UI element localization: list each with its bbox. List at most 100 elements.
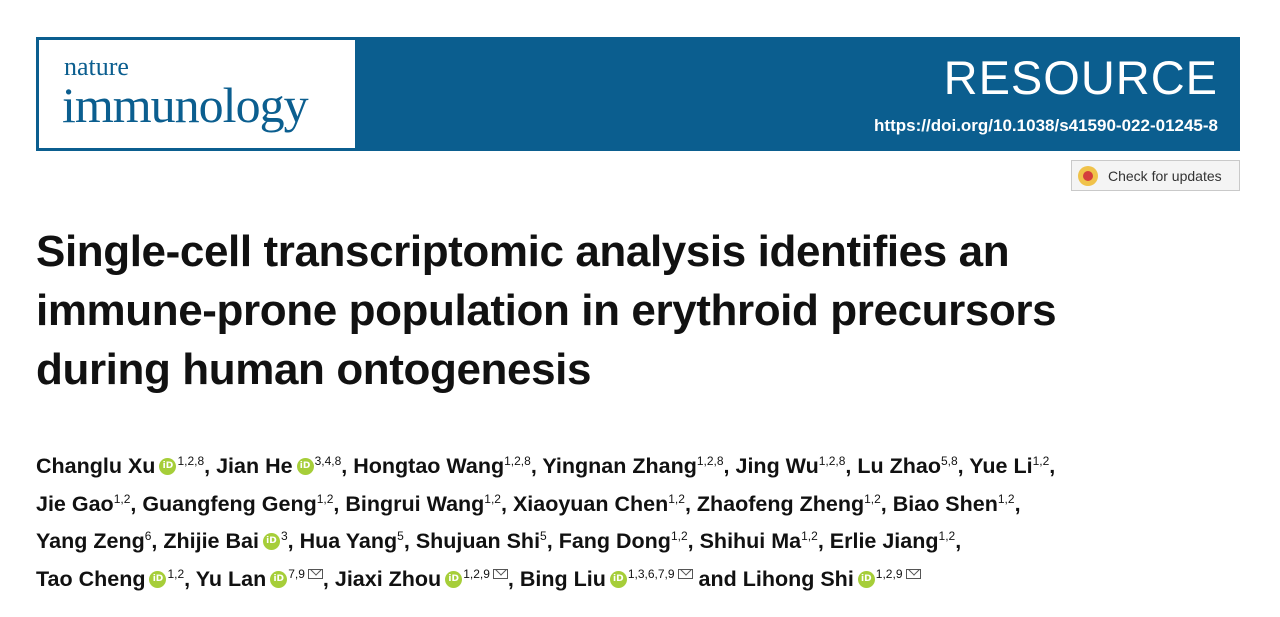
affiliation-numbers: 3,4,8 — [314, 454, 342, 468]
orcid-icon[interactable] — [609, 570, 627, 588]
crossmark-icon — [1078, 165, 1098, 186]
author-separator: , — [151, 529, 164, 553]
author-name[interactable]: Zhijie Bai — [163, 529, 259, 553]
mail-icon[interactable] — [307, 568, 323, 579]
author: Biao Shen1,2 — [893, 492, 1015, 516]
author-separator: , — [130, 491, 143, 516]
affiliation-numbers: 1,2,8 — [818, 454, 846, 468]
author-separator: , — [723, 454, 736, 478]
author-separator: , — [546, 529, 559, 553]
author-name[interactable]: Lihong Shi — [742, 566, 854, 591]
author-name[interactable]: Jing Wu — [735, 454, 819, 478]
author-name[interactable]: Xiaoyuan Chen — [512, 491, 669, 516]
author: Fang Dong1,2 — [559, 529, 688, 553]
author-separator: , — [403, 529, 416, 553]
affiliation-numbers: 1,2 — [113, 491, 131, 506]
author: Guangfeng Geng1,2 — [142, 492, 333, 516]
author-name[interactable]: Bingrui Wang — [345, 491, 485, 516]
affiliation-numbers: 1,2 — [997, 491, 1015, 506]
affiliation-numbers: 7,9 — [288, 566, 305, 581]
author-name[interactable]: Changlu Xu — [36, 454, 156, 478]
author-name[interactable]: Fang Dong — [558, 529, 671, 553]
author-name[interactable]: Jian He — [216, 454, 293, 478]
author: Tao Cheng 1,2 — [36, 567, 184, 591]
doi-link[interactable]: https://doi.org/10.1038/s41590-022-01245… — [874, 116, 1218, 135]
author-separator: , — [687, 529, 700, 553]
author: Zhijie Bai 3 — [163, 529, 287, 553]
author-name[interactable]: Yue Li — [969, 454, 1033, 478]
affiliation-numbers: 5 — [540, 529, 547, 543]
author-separator: , — [204, 454, 217, 478]
check-for-updates-button[interactable]: Check for updates — [1071, 160, 1240, 191]
author-name[interactable]: Hongtao Wang — [353, 454, 505, 478]
author-separator: , — [500, 491, 513, 516]
mail-icon[interactable] — [677, 568, 693, 579]
author-name[interactable]: Yingnan Zhang — [542, 454, 697, 478]
author-name[interactable]: Jiaxi Zhou — [334, 566, 442, 591]
author-name[interactable]: Bing Liu — [519, 566, 606, 591]
affiliation-numbers: 1,2,8 — [177, 454, 205, 468]
author-name[interactable]: Tao Cheng — [36, 566, 146, 591]
orcid-icon[interactable] — [445, 570, 463, 588]
orcid-icon[interactable] — [149, 570, 167, 588]
orcid-icon[interactable] — [262, 533, 280, 550]
author-name[interactable]: Guangfeng Geng — [142, 491, 317, 516]
author-name[interactable]: Yu Lan — [195, 566, 267, 591]
orcid-icon[interactable] — [270, 570, 288, 588]
author: Hongtao Wang1,2,8 — [353, 454, 531, 478]
author-separator: , — [684, 491, 697, 516]
journal-logo-bottom: immunology — [62, 77, 309, 133]
orcid-icon[interactable] — [159, 458, 177, 475]
affiliation-numbers: 5 — [397, 529, 404, 543]
author-name[interactable]: Lu Zhao — [857, 454, 941, 478]
author: Shujuan Shi5 — [416, 529, 547, 553]
author-name[interactable]: Biao Shen — [892, 491, 998, 516]
affiliation-numbers: 1,2 — [484, 491, 501, 506]
affiliation-numbers: 5,8 — [940, 454, 958, 468]
affiliation-numbers: 1,2 — [1032, 454, 1050, 468]
journal-logo[interactable] — [39, 40, 355, 148]
author-separator: , — [845, 454, 858, 478]
author-list: Changlu Xu 1,2,8, Jian He 3,4,8, Hongtao W… — [36, 448, 1246, 598]
affiliation-numbers: 1,2 — [668, 491, 685, 506]
author: Yue Li1,2 — [969, 454, 1049, 478]
mail-icon[interactable] — [492, 568, 508, 579]
author-name[interactable]: Zhaofeng Zheng — [696, 491, 865, 516]
affiliation-numbers: 3 — [280, 529, 288, 543]
author: Changlu Xu 1,2,8 — [36, 454, 204, 478]
author: Yingnan Zhang1,2,8 — [542, 454, 723, 478]
author-line: Tao Cheng 1,2, Yu Lan 7,9, Jiaxi Zhou 1,2,9… — [36, 561, 1246, 599]
affiliation-numbers: 1,2 — [670, 529, 688, 543]
mail-icon[interactable] — [905, 568, 921, 579]
author: Yu Lan 7,9 — [196, 567, 323, 591]
author: Yang Zeng6 — [36, 529, 151, 553]
author-separator: , — [957, 454, 970, 478]
author-name[interactable]: Shujuan Shi — [415, 529, 541, 553]
article-title: Single-cell transcriptomic analysis iden… — [36, 222, 1256, 399]
author: Jiaxi Zhou 1,2,9 — [335, 567, 508, 591]
author-name[interactable]: Hua Yang — [299, 529, 398, 553]
author-separator: , — [333, 491, 346, 516]
author: Lihong Shi 1,2,9 — [743, 567, 921, 591]
affiliation-numbers: 1,2 — [938, 529, 956, 543]
author-separator: , — [1049, 454, 1056, 478]
title-line: during human ontogenesis — [36, 345, 592, 394]
author-separator: , — [1014, 491, 1021, 516]
title-line: Single-cell transcriptomic analysis iden… — [36, 227, 1010, 276]
author-name[interactable]: Erlie Jiang — [829, 529, 939, 553]
orcid-icon[interactable] — [296, 458, 314, 475]
author-name[interactable]: Shihui Ma — [699, 529, 802, 553]
author-name[interactable]: Yang Zeng — [36, 529, 145, 553]
author: Bingrui Wang1,2 — [345, 492, 501, 516]
title-line: immune-prone population in erythroid pre… — [36, 286, 1057, 335]
affiliation-numbers: 1,2,8 — [504, 454, 531, 468]
author-separator: , — [507, 566, 520, 591]
orcid-icon[interactable] — [857, 570, 875, 588]
author-separator: , — [322, 566, 335, 591]
author-name[interactable]: Jie Gao — [36, 491, 114, 516]
affiliation-numbers: 1,2 — [864, 491, 881, 506]
author: Erlie Jiang1,2 — [830, 529, 955, 553]
affiliation-numbers: 1,2,9 — [463, 566, 490, 581]
author-separator: , — [341, 454, 354, 478]
affiliation-numbers: 1,2 — [167, 566, 185, 581]
